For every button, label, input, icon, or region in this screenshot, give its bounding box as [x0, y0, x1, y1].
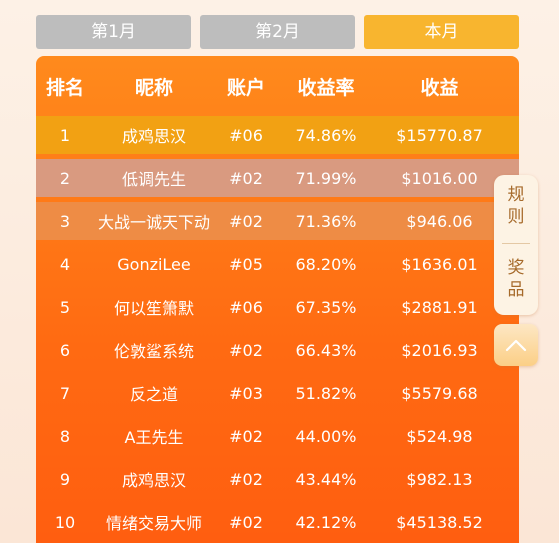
account-cell: #02: [229, 168, 263, 188]
rate-cell: 67.35%: [295, 297, 357, 317]
profit-cell: $2016.93: [401, 340, 478, 360]
table-row: 9 成鸡思汉 #02 43.44% $982.13: [36, 460, 519, 498]
rate-cell: 42.12%: [295, 512, 357, 532]
nickname-cell: 何以笙箫默: [113, 299, 194, 318]
rank-cell: 2: [59, 168, 71, 188]
table-row: 6 伦敦鲨系统 #02 66.43% $2016.93: [36, 331, 519, 369]
prize-label-char-1: 奖: [507, 258, 525, 278]
account-cell: #06: [229, 125, 263, 145]
rank-cell: 7: [59, 383, 71, 403]
nickname-cell: 大战一诚天下动: [97, 213, 210, 232]
nickname-cell: 情绪交易大师: [105, 514, 202, 533]
header-rate: 收益率: [297, 76, 355, 99]
table-header: 排名 昵称 账户 收益率 收益: [36, 56, 519, 116]
tab-month-1[interactable]: 第1月: [36, 15, 191, 49]
nickname-cell: A王先生: [124, 428, 184, 447]
profit-cell: $2881.91: [401, 297, 478, 317]
rank-cell: 4: [59, 254, 71, 274]
rank-cell: 8: [59, 426, 71, 446]
side-floating-menu: 规 则 奖 品: [494, 175, 538, 315]
table-row: 2 低调先生 #02 71.99% $1016.00: [36, 159, 519, 197]
profit-cell: $5579.68: [401, 383, 478, 403]
rate-cell: 74.86%: [295, 125, 357, 145]
header-account: 账户: [226, 76, 265, 99]
nickname-cell: 成鸡思汉: [121, 471, 186, 490]
account-cell: #02: [229, 340, 263, 360]
table-row: 5 何以笙箫默 #06 67.35% $2881.91: [36, 288, 519, 326]
header-profit: 收益: [420, 76, 459, 99]
account-cell: #06: [229, 297, 263, 317]
rank-cell: 1: [59, 125, 71, 145]
profit-cell: $982.13: [406, 469, 473, 489]
rate-cell: 43.44%: [295, 469, 357, 489]
rate-cell: 44.00%: [295, 426, 357, 446]
prize-button[interactable]: 奖 品: [494, 257, 538, 301]
profit-cell: $946.06: [406, 211, 473, 231]
prize-label-char-2: 品: [507, 280, 525, 300]
profit-cell: $524.98: [406, 426, 473, 446]
leaderboard-table: 排名 昵称 账户 收益率 收益 1 成鸡思汉 #06 74.86% $15770…: [36, 56, 519, 543]
rate-cell: 71.99%: [295, 168, 357, 188]
header-rank: 排名: [45, 76, 84, 99]
tab-month-2[interactable]: 第2月: [200, 15, 355, 49]
rank-cell: 3: [59, 211, 71, 231]
profit-cell: $15770.87: [396, 125, 483, 145]
side-menu-divider: [502, 243, 530, 244]
table-row: 7 反之道 #03 51.82% $5579.68: [36, 374, 519, 412]
account-cell: #03: [229, 383, 263, 403]
header-nickname: 昵称: [134, 76, 173, 99]
table-row: 8 A王先生 #02 44.00% $524.98: [36, 417, 519, 455]
account-cell: #02: [229, 469, 263, 489]
profit-cell: $45138.52: [396, 512, 483, 532]
account-cell: #05: [229, 254, 263, 274]
nickname-cell: 低调先生: [121, 170, 186, 189]
table-row: 1 成鸡思汉 #06 74.86% $15770.87: [36, 116, 519, 154]
table-row: 10 情绪交易大师 #02 42.12% $45138.52: [36, 503, 519, 541]
rank-cell: 5: [59, 297, 71, 317]
table-row: 3 大战一诚天下动 #02 71.36% $946.06: [36, 202, 519, 240]
rate-cell: 66.43%: [295, 340, 357, 360]
profit-cell: $1636.01: [401, 254, 478, 274]
nickname-cell: GonziLee: [117, 254, 191, 274]
account-cell: #02: [229, 512, 263, 532]
account-cell: #02: [229, 426, 263, 446]
rate-cell: 71.36%: [295, 211, 357, 231]
tab-current-month[interactable]: 本月: [364, 15, 519, 49]
back-to-top-button[interactable]: [494, 324, 538, 366]
nickname-cell: 伦敦鲨系统: [113, 342, 194, 361]
profit-cell: $1016.00: [401, 168, 478, 188]
month-tabs: 第1月 第2月 本月: [36, 15, 519, 49]
rank-cell: 9: [59, 469, 71, 489]
account-cell: #02: [229, 211, 263, 231]
rules-label-char-1: 规: [507, 185, 525, 205]
rank-cell: 6: [59, 340, 71, 360]
nickname-cell: 反之道: [129, 385, 178, 404]
rate-cell: 68.20%: [295, 254, 357, 274]
rules-label-char-2: 则: [507, 207, 525, 227]
rate-cell: 51.82%: [295, 383, 357, 403]
rank-cell: 10: [54, 512, 76, 532]
chevron-up-icon: [505, 339, 527, 352]
nickname-cell: 成鸡思汉: [121, 127, 186, 146]
rules-button[interactable]: 规 则: [494, 184, 538, 228]
table-row: 4 GonziLee #05 68.20% $1636.01: [36, 245, 519, 283]
